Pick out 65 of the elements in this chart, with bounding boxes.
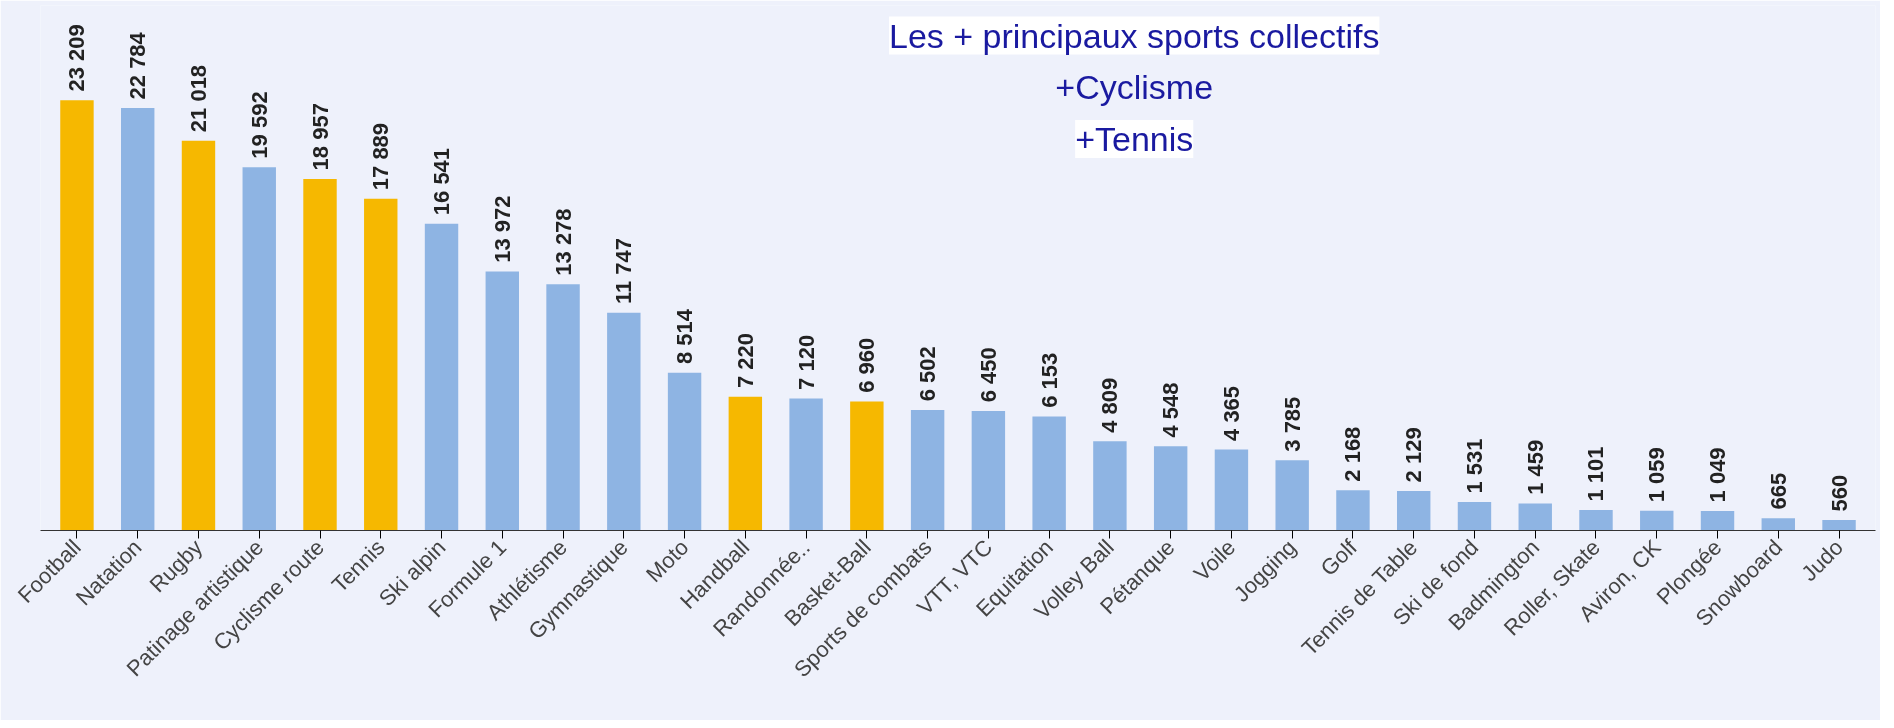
- data-label: 8 514: [672, 308, 698, 365]
- bar: [667, 372, 702, 531]
- bar: [181, 140, 216, 531]
- data-label: 7 220: [732, 332, 758, 389]
- data-label: 4 365: [1218, 385, 1244, 441]
- data-label: 1 531: [1461, 438, 1487, 494]
- data-label: 7 120: [793, 334, 819, 390]
- data-label: 11 747: [611, 238, 637, 305]
- data-label: 13 278: [550, 208, 576, 276]
- bar: [1093, 441, 1127, 531]
- annotation: +Tennis: [1075, 119, 1194, 158]
- data-label: 6 153: [1036, 352, 1062, 408]
- bar: [910, 409, 945, 531]
- data-label: 17 889: [368, 122, 394, 191]
- bar: [121, 108, 155, 531]
- data-label: 4 809: [1097, 377, 1123, 433]
- x-tick-label: Voile: [1188, 534, 1241, 587]
- text: Les + principaux sports collectifs: [889, 16, 1380, 55]
- data-label: 665: [1765, 472, 1791, 510]
- x-tick-label: Golf: [1315, 534, 1363, 581]
- bar: [850, 401, 884, 531]
- data-label: 18 957: [307, 103, 333, 171]
- bar: [1214, 449, 1249, 531]
- bar: [1275, 460, 1309, 531]
- data-label: 1 101: [1583, 446, 1609, 502]
- data-label: 23 209: [64, 24, 90, 92]
- bar: [1700, 511, 1735, 531]
- bar: [424, 223, 459, 531]
- bar: [1397, 491, 1431, 531]
- bar: [1518, 503, 1552, 531]
- data-label: 1 059: [1644, 447, 1670, 503]
- data-label: 1 459: [1522, 439, 1548, 495]
- bar: [728, 396, 763, 531]
- data-label: 2 168: [1340, 426, 1366, 482]
- bar: [60, 100, 94, 531]
- data-label: 3 785: [1279, 396, 1305, 452]
- bar: [1822, 520, 1856, 531]
- bar: [1153, 446, 1188, 531]
- bar: [607, 312, 641, 531]
- data-label: 560: [1826, 474, 1852, 512]
- data-label: 22 784: [125, 31, 151, 100]
- bar: [1032, 416, 1066, 531]
- bar: [1457, 502, 1492, 531]
- data-label: 1 049: [1705, 447, 1731, 503]
- data-label: 6 502: [915, 346, 941, 402]
- data-label: 6 960: [854, 337, 880, 393]
- bar: [1761, 518, 1795, 531]
- data-label: 6 450: [975, 347, 1001, 403]
- bar: [242, 167, 276, 531]
- data-label: 21 018: [185, 64, 211, 133]
- bar: [303, 179, 337, 531]
- bar: [1640, 510, 1674, 531]
- data-label: 19 592: [246, 91, 272, 159]
- data-label: 13 972: [489, 195, 515, 263]
- bar: [546, 284, 580, 531]
- bar: [364, 198, 398, 531]
- bar: [1579, 510, 1613, 531]
- data-label: 4 548: [1158, 382, 1184, 438]
- annotation: +Cyclisme: [1055, 68, 1214, 107]
- bar: [1336, 490, 1370, 531]
- bar: [789, 398, 823, 531]
- data-label: 2 129: [1401, 427, 1427, 483]
- bar: [971, 410, 1006, 531]
- bar: [485, 271, 519, 531]
- data-label: 16 541: [429, 147, 455, 216]
